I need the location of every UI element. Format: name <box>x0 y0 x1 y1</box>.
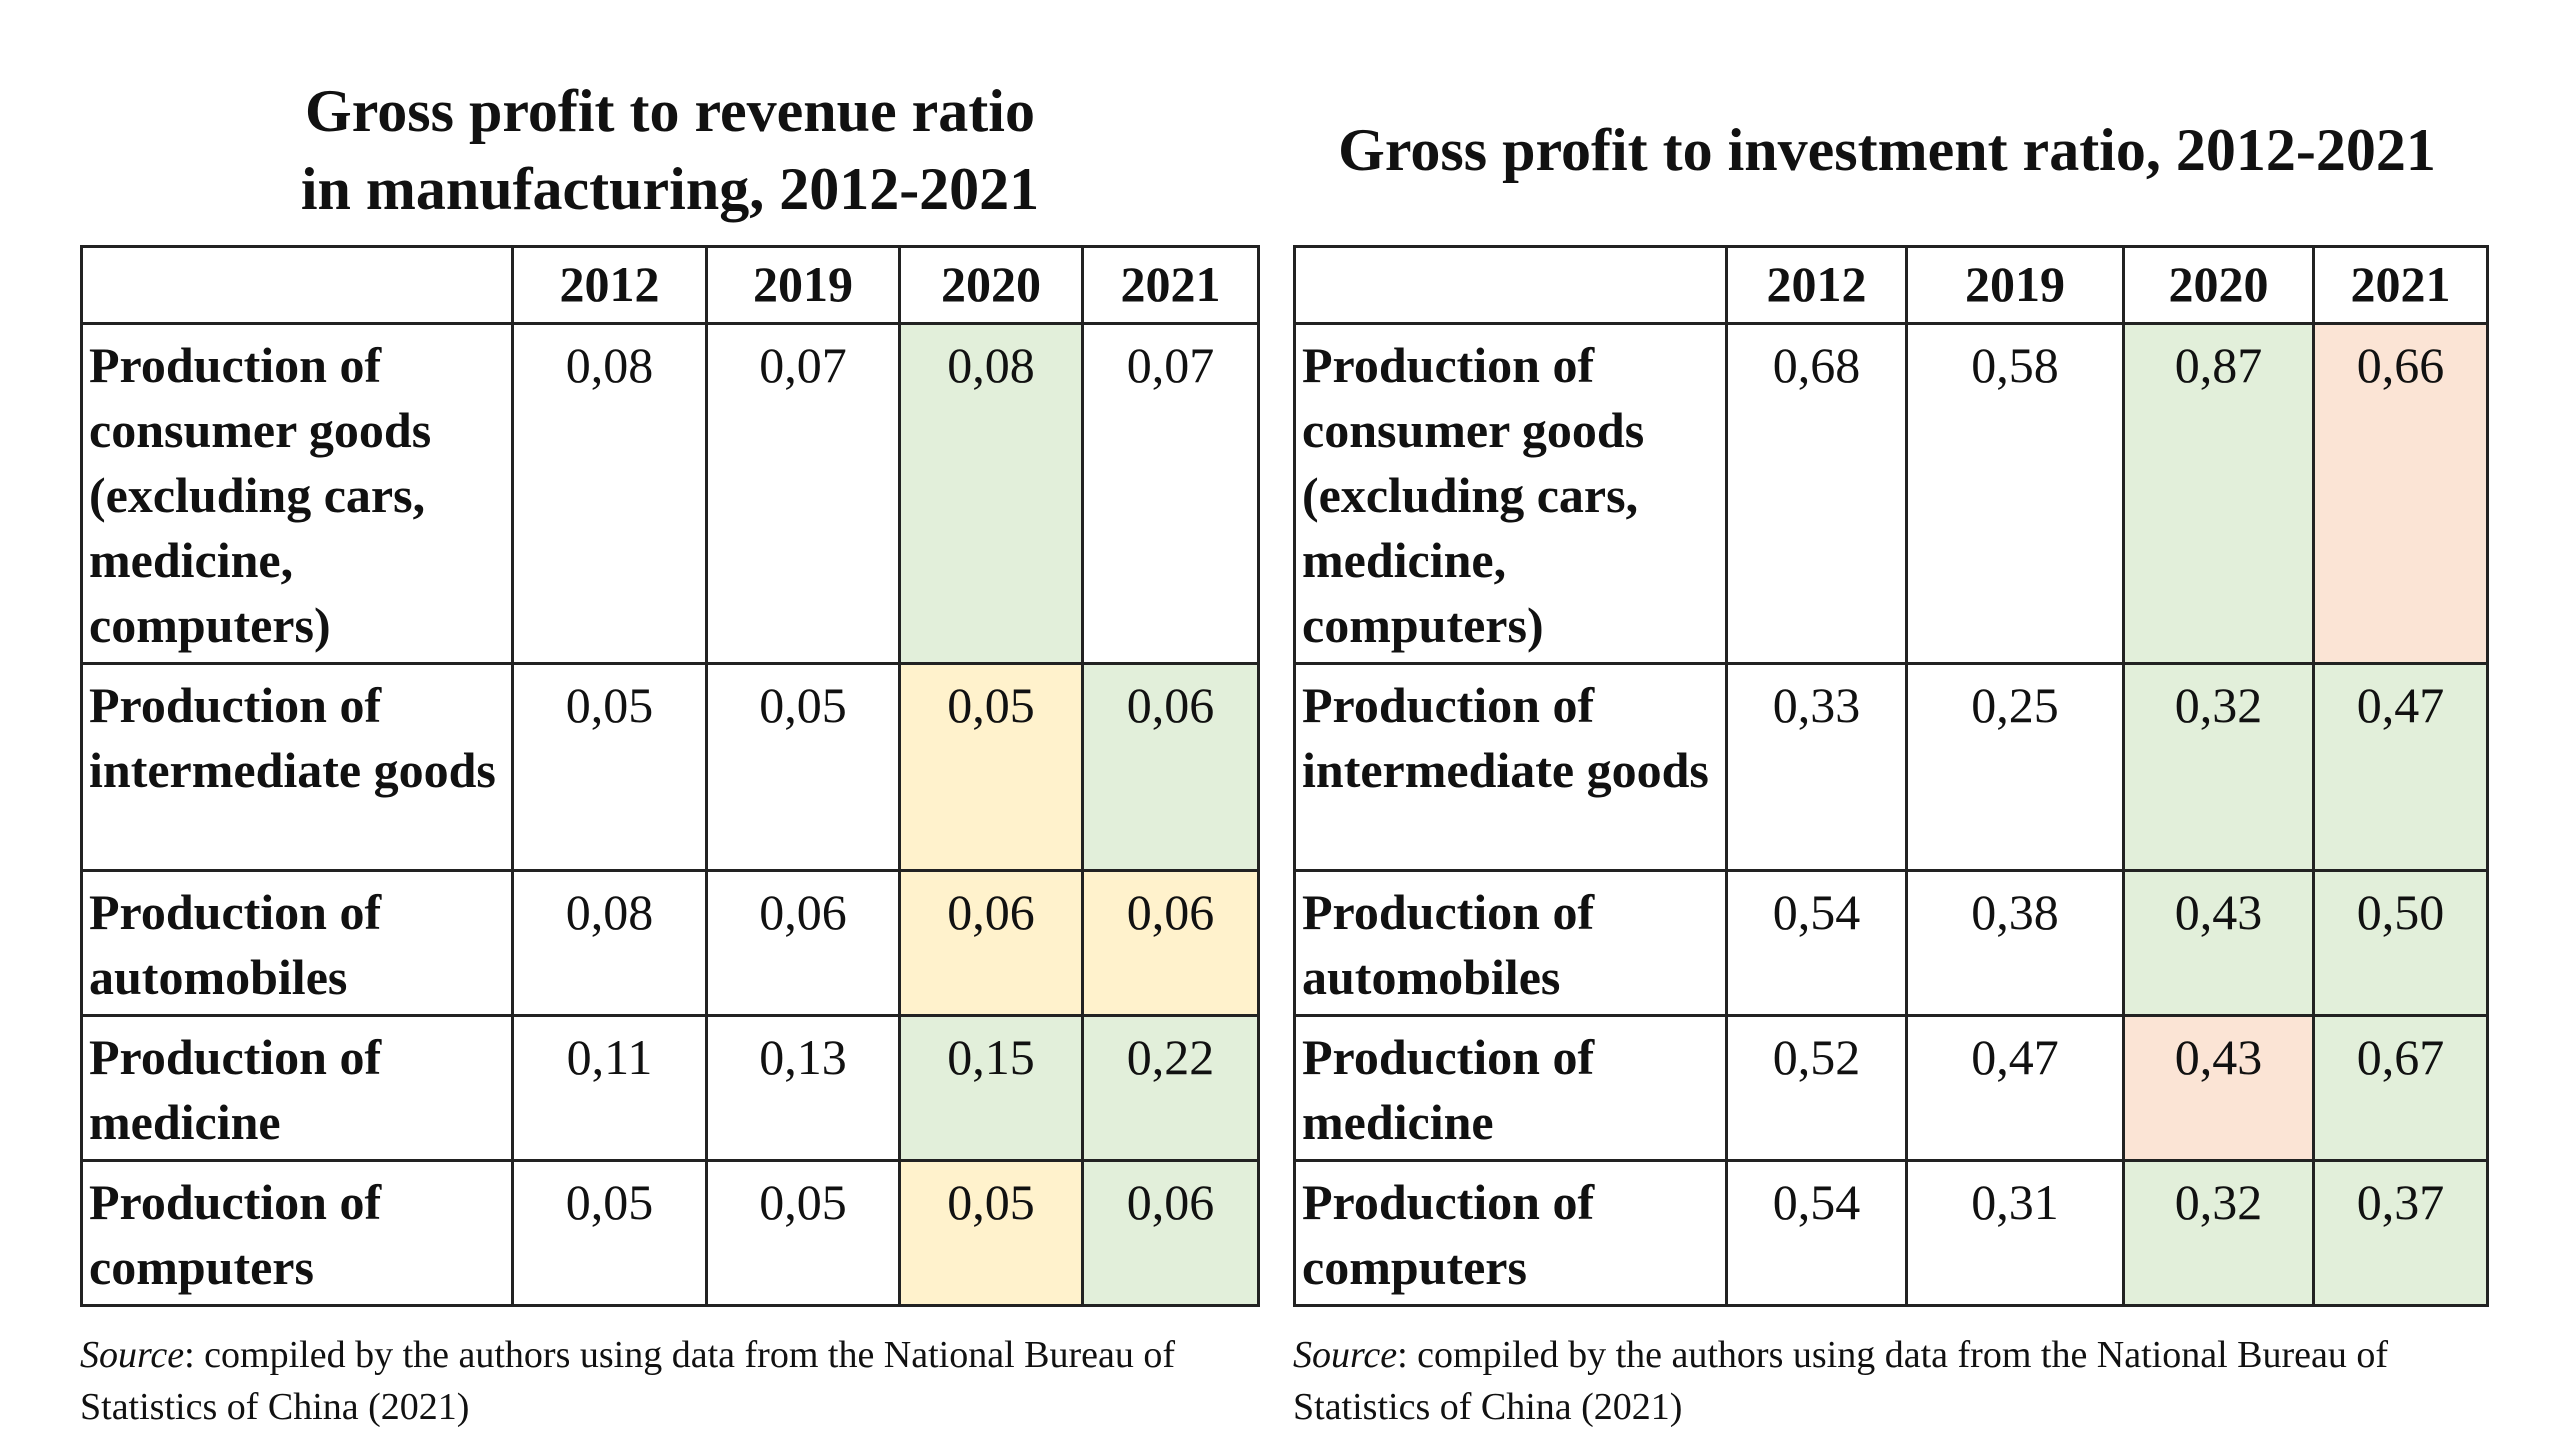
corner-cell <box>80 245 514 325</box>
table-header-row: 2012 2019 2020 2021 <box>1293 245 2489 325</box>
row-label: Production of intermediate goods <box>80 662 514 872</box>
value-cell: 0,06 <box>1081 869 1260 1017</box>
value-cell: 0,05 <box>898 662 1084 872</box>
value-cell: 0,32 <box>2122 662 2315 872</box>
row-label: Production of computers <box>1293 1159 1728 1307</box>
table-row: Production of consumer goods (excluding … <box>1293 322 2489 665</box>
value-cell: 0,22 <box>1081 1014 1260 1162</box>
source-label: Source <box>80 1334 185 1376</box>
table-row: Production of intermediate goods 0,33 0,… <box>1293 662 2489 872</box>
value-cell: 0,47 <box>1905 1014 2125 1162</box>
table-row: Production of computers 0,54 0,31 0,32 0… <box>1293 1159 2489 1307</box>
investment-ratio-title: Gross profit to investment ratio, 2012-2… <box>1293 70 2481 230</box>
row-label: Production of automobiles <box>80 869 514 1017</box>
value-cell: 0,37 <box>2312 1159 2489 1307</box>
row-label: Production of medicine <box>80 1014 514 1162</box>
table-row: Production of medicine 0,52 0,47 0,43 0,… <box>1293 1014 2489 1162</box>
table-row: Production of intermediate goods 0,05 0,… <box>80 662 1260 872</box>
source-note: Source: compiled by the authors using da… <box>1293 1329 2481 1433</box>
row-label: Production of intermediate goods <box>1293 662 1728 872</box>
value-cell: 0,05 <box>898 1159 1084 1307</box>
value-cell: 0,08 <box>511 322 708 665</box>
revenue-ratio-panel: Gross profit to revenue ratio in manufac… <box>80 0 1260 1433</box>
value-cell: 0,54 <box>1725 1159 1908 1307</box>
year-header: 2021 <box>1081 245 1260 325</box>
value-cell: 0,15 <box>898 1014 1084 1162</box>
value-cell: 0,06 <box>898 869 1084 1017</box>
table-row: Production of automobiles 0,54 0,38 0,43… <box>1293 869 2489 1017</box>
value-cell: 0,05 <box>705 662 901 872</box>
table-row: Production of automobiles 0,08 0,06 0,06… <box>80 869 1260 1017</box>
year-header: 2020 <box>898 245 1084 325</box>
year-header: 2019 <box>705 245 901 325</box>
value-cell: 0,43 <box>2122 869 2315 1017</box>
value-cell: 0,38 <box>1905 869 2125 1017</box>
corner-cell <box>1293 245 1728 325</box>
value-cell: 0,05 <box>511 662 708 872</box>
table-row: Production of medicine 0,11 0,13 0,15 0,… <box>80 1014 1260 1162</box>
investment-ratio-title-text: Gross profit to investment ratio, 2012-2… <box>1338 117 2436 183</box>
row-label: Production of consumer goods (excluding … <box>80 322 514 665</box>
value-cell: 0,11 <box>511 1014 708 1162</box>
value-cell: 0,08 <box>898 322 1084 665</box>
value-cell: 0,08 <box>511 869 708 1017</box>
revenue-ratio-title-line2: in manufacturing, 2012-2021 <box>300 156 1040 222</box>
row-label: Production of medicine <box>1293 1014 1728 1162</box>
value-cell: 0,54 <box>1725 869 1908 1017</box>
revenue-ratio-title-line1: Gross profit to revenue ratio <box>305 78 1035 144</box>
value-cell: 0,68 <box>1725 322 1908 665</box>
value-cell: 0,67 <box>2312 1014 2489 1162</box>
value-cell: 0,50 <box>2312 869 2489 1017</box>
row-label: Production of computers <box>80 1159 514 1307</box>
value-cell: 0,31 <box>1905 1159 2125 1307</box>
value-cell: 0,43 <box>2122 1014 2315 1162</box>
row-label: Production of automobiles <box>1293 869 1728 1017</box>
value-cell: 0,87 <box>2122 322 2315 665</box>
value-cell: 0,58 <box>1905 322 2125 665</box>
source-text: : compiled by the authors using data fro… <box>80 1334 1176 1428</box>
table-header-row: 2012 2019 2020 2021 <box>80 245 1260 325</box>
value-cell: 0,06 <box>705 869 901 1017</box>
value-cell: 0,52 <box>1725 1014 1908 1162</box>
source-text: : compiled by the authors using data fro… <box>1293 1334 2389 1428</box>
value-cell: 0,05 <box>705 1159 901 1307</box>
row-label: Production of consumer goods (excluding … <box>1293 322 1728 665</box>
year-header: 2012 <box>1725 245 1908 325</box>
value-cell: 0,32 <box>2122 1159 2315 1307</box>
investment-ratio-panel: Gross profit to investment ratio, 2012-2… <box>1293 0 2489 1433</box>
table-row: Production of consumer goods (excluding … <box>80 322 1260 665</box>
year-header: 2020 <box>2122 245 2315 325</box>
value-cell: 0,47 <box>2312 662 2489 872</box>
year-header: 2019 <box>1905 245 2125 325</box>
revenue-ratio-table: 2012 2019 2020 2021 Production of consum… <box>80 245 1260 1307</box>
year-header: 2012 <box>511 245 708 325</box>
value-cell: 0,05 <box>511 1159 708 1307</box>
value-cell: 0,07 <box>705 322 901 665</box>
value-cell: 0,25 <box>1905 662 2125 872</box>
value-cell: 0,07 <box>1081 322 1260 665</box>
investment-ratio-table: 2012 2019 2020 2021 Production of consum… <box>1293 245 2489 1307</box>
value-cell: 0,13 <box>705 1014 901 1162</box>
year-header: 2021 <box>2312 245 2489 325</box>
value-cell: 0,06 <box>1081 1159 1260 1307</box>
value-cell: 0,66 <box>2312 322 2489 665</box>
revenue-ratio-title: Gross profit to revenue ratio in manufac… <box>80 70 1260 230</box>
table-row: Production of computers 0,05 0,05 0,05 0… <box>80 1159 1260 1307</box>
source-label: Source <box>1293 1334 1398 1376</box>
value-cell: 0,06 <box>1081 662 1260 872</box>
value-cell: 0,33 <box>1725 662 1908 872</box>
source-note: Source: compiled by the authors using da… <box>80 1329 1260 1433</box>
